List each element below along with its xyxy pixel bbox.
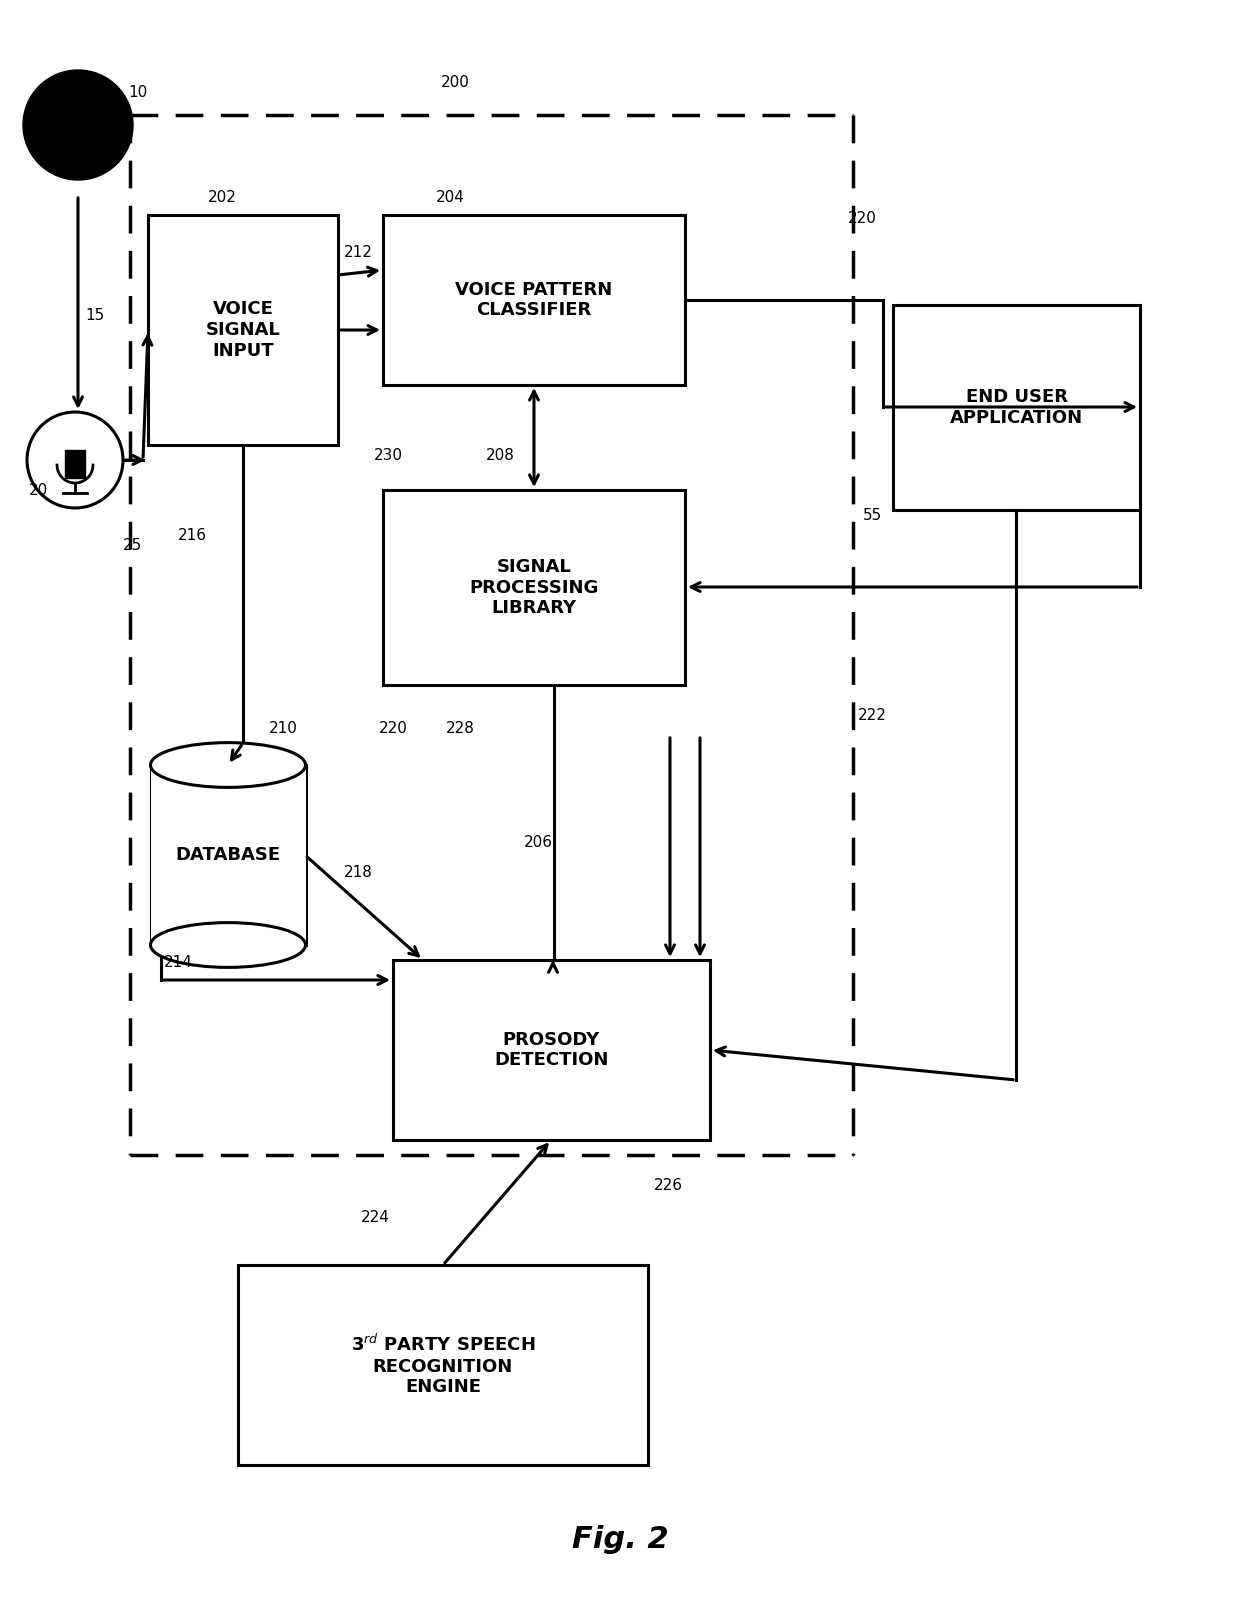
Text: SIGNAL
PROCESSING
LIBRARY: SIGNAL PROCESSING LIBRARY (469, 558, 599, 617)
Text: 214: 214 (164, 955, 192, 969)
Bar (148, 214, 339, 445)
Text: 3$^{rd}$ PARTY SPEECH
RECOGNITION
ENGINE: 3$^{rd}$ PARTY SPEECH RECOGNITION ENGINE (351, 1334, 536, 1396)
Text: END USER
APPLICATION: END USER APPLICATION (950, 389, 1083, 427)
Text: 230: 230 (373, 448, 403, 462)
Text: 216: 216 (177, 528, 207, 542)
Text: 15: 15 (86, 307, 104, 323)
Text: DATABASE: DATABASE (175, 846, 280, 863)
Text: VOICE PATTERN
CLASSIFIER: VOICE PATTERN CLASSIFIER (455, 280, 613, 320)
Bar (383, 489, 684, 684)
Text: 206: 206 (523, 835, 553, 849)
Text: 202: 202 (207, 190, 237, 205)
Text: 210: 210 (269, 721, 298, 736)
Bar (393, 959, 711, 1140)
Text: Fig. 2: Fig. 2 (572, 1525, 668, 1554)
Text: 200: 200 (440, 75, 470, 90)
Text: 222: 222 (858, 707, 887, 723)
Bar (64, 449, 86, 478)
Circle shape (24, 70, 133, 181)
Text: VOICE
SIGNAL
INPUT: VOICE SIGNAL INPUT (206, 301, 280, 360)
Text: 218: 218 (343, 865, 372, 879)
Text: 25: 25 (123, 537, 143, 553)
Text: 220: 220 (378, 721, 408, 736)
Text: 20: 20 (29, 483, 47, 497)
Bar (150, 764, 305, 945)
Text: 224: 224 (361, 1210, 389, 1225)
Bar (383, 214, 684, 385)
Text: 10: 10 (129, 85, 148, 99)
Bar (238, 1265, 649, 1465)
Text: 212: 212 (343, 245, 372, 259)
Text: PROSODY
DETECTION: PROSODY DETECTION (495, 1031, 609, 1070)
Text: 208: 208 (486, 448, 515, 462)
Circle shape (27, 413, 123, 508)
Text: 228: 228 (445, 721, 475, 736)
Text: 204: 204 (435, 190, 465, 205)
Ellipse shape (150, 742, 305, 787)
Ellipse shape (150, 923, 305, 967)
Text: 55: 55 (862, 507, 882, 523)
Bar (893, 305, 1140, 510)
Text: 226: 226 (653, 1177, 682, 1193)
Text: 220: 220 (848, 211, 877, 225)
